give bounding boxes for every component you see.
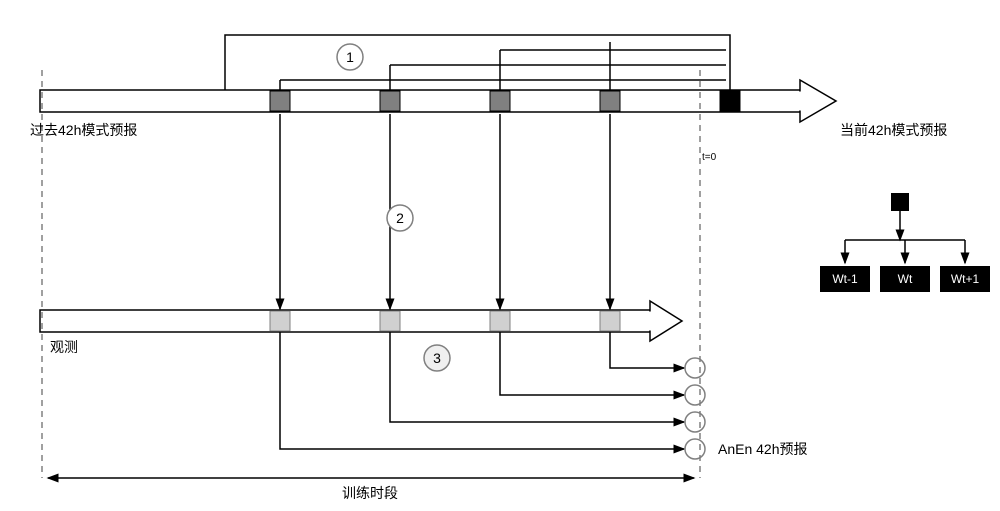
svg-text:Wt+1: Wt+1 [951,272,980,286]
svg-text:Wt-1: Wt-1 [832,272,858,286]
wt-tree: Wt-1 Wt Wt+1 [820,193,990,292]
svg-text:Wt: Wt [898,272,913,286]
top-arrow-bar [40,80,836,122]
svg-text:3: 3 [433,350,441,366]
step3-connectors [280,332,684,449]
svg-text:1: 1 [346,49,354,65]
observation-label: 观测 [50,339,78,355]
anen-label: AnEn 42h预报 [718,441,808,457]
step3-circle: 3 [424,345,450,371]
current-forecast-label: 当前42h模式预报 [840,122,947,138]
t0-label: t=0 [702,152,717,163]
current-forecast-square [720,91,740,111]
past-forecast-label: 过去42h模式预报 [30,122,137,138]
training-label: 训练时段 [342,485,398,501]
step1-circle: 1 [337,44,363,70]
svg-text:2: 2 [396,210,404,226]
output-circles [685,358,705,459]
step2-arrows [280,114,610,309]
step2-circle: 2 [387,205,413,231]
bottom-arrow-bar [40,301,682,341]
